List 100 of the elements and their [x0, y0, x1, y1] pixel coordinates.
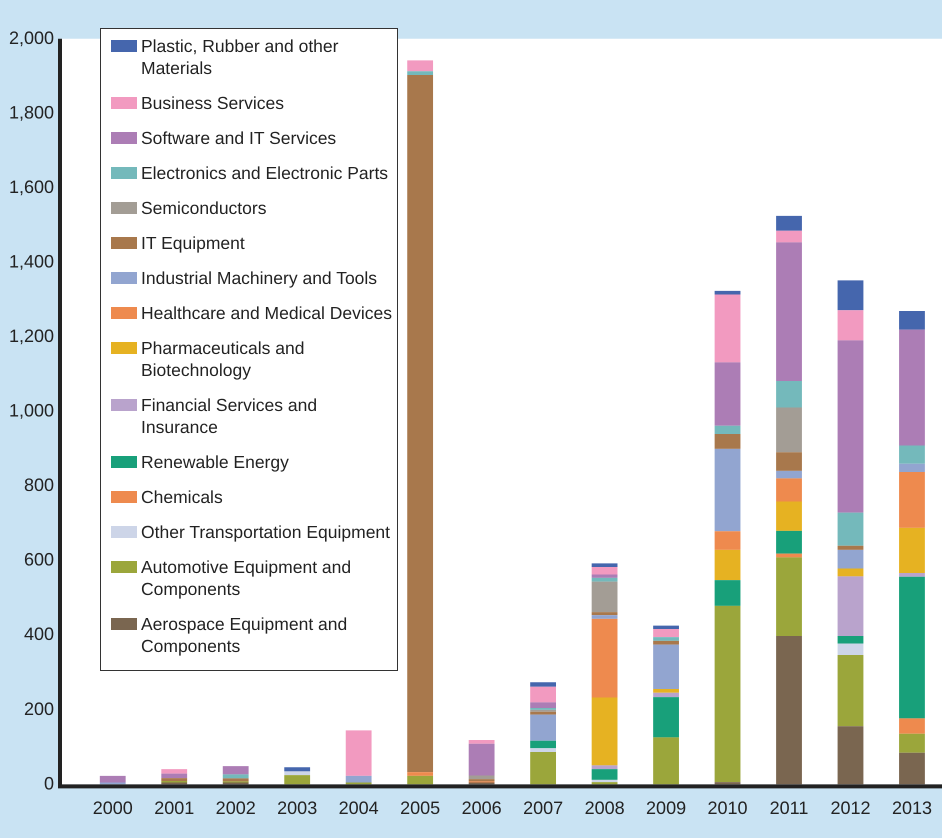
bar [100, 776, 126, 783]
bar [161, 769, 188, 774]
bar [592, 582, 618, 612]
bar [653, 697, 679, 738]
bar [776, 478, 802, 502]
legend-label: Semiconductors [141, 197, 266, 219]
bar [899, 573, 925, 577]
bar [592, 612, 618, 616]
bar [714, 448, 740, 532]
bar [714, 580, 740, 606]
bar [592, 780, 618, 782]
bar [653, 644, 679, 689]
y-tick-label: 1,200 [8, 326, 54, 346]
y-tick-label: 1,000 [8, 400, 54, 421]
legend-label: Pharmaceuticals and Biotechnology [141, 337, 306, 381]
bar [714, 550, 740, 580]
bar [714, 531, 740, 550]
bar [776, 216, 802, 231]
legend-label: Aerospace Equipment and Components [141, 613, 348, 657]
bar [468, 740, 495, 744]
bar [407, 60, 434, 72]
bar [530, 714, 556, 741]
bar [530, 686, 556, 702]
bar [838, 512, 864, 546]
bar [592, 618, 618, 698]
legend-label: Electronics and Electronic Parts [141, 162, 388, 184]
legend-label: Automotive Equipment and Components [141, 556, 352, 600]
x-tick-label: 2000 [92, 798, 133, 818]
bar [899, 310, 925, 330]
bar [530, 702, 556, 708]
x-tick-label: 2005 [400, 798, 440, 818]
bar [776, 242, 802, 382]
legend-label: Other Transportation Equipment [141, 521, 390, 543]
bar [653, 737, 679, 784]
y-tick-label: 0 [44, 773, 54, 794]
bar [530, 748, 556, 752]
bar [407, 71, 434, 75]
bar [776, 557, 802, 636]
bar [838, 655, 864, 726]
bar [530, 752, 556, 784]
x-tick-label: 2011 [770, 798, 808, 818]
bar [468, 744, 495, 776]
bar [776, 530, 802, 554]
bar [407, 74, 434, 772]
bar [530, 712, 556, 715]
bar [346, 730, 372, 776]
x-tick-label: 2006 [462, 798, 502, 818]
x-tick-label: 2004 [338, 798, 379, 818]
bar [714, 362, 740, 426]
bar [838, 636, 864, 644]
bar [592, 615, 618, 619]
bar [284, 771, 310, 776]
legend-label: Industrial Machinery and Tools [141, 267, 378, 289]
bar [161, 778, 188, 782]
bar [899, 718, 925, 734]
bar [776, 452, 802, 471]
bar [838, 310, 864, 340]
bar [776, 470, 802, 478]
y-tick-label: 800 [24, 475, 54, 496]
legend-label: Business Services [141, 92, 284, 114]
bar [776, 636, 802, 784]
bar [222, 778, 249, 782]
bar [899, 464, 925, 472]
x-tick-label: 2002 [216, 798, 256, 818]
legend-label: Financial Services and Insurance [141, 394, 318, 438]
bar [838, 576, 864, 636]
bar [407, 772, 434, 776]
x-tick-label: 2001 [154, 798, 194, 818]
bar [592, 769, 618, 780]
y-tick-label: 1,600 [8, 176, 54, 197]
y-tick-label: 2,000 [8, 28, 54, 48]
legend-label: Software and IT Services [141, 127, 336, 149]
bar [899, 330, 925, 446]
bar [346, 776, 372, 783]
bar [838, 643, 864, 656]
bar [899, 472, 925, 528]
x-tick-label: 2012 [830, 798, 871, 818]
bar [714, 290, 740, 295]
legend-label: Plastic, Rubber and other Materials [141, 35, 340, 79]
bar [838, 280, 864, 310]
x-tick-label: 2008 [584, 798, 625, 818]
bar [653, 640, 679, 645]
bar [653, 637, 679, 641]
bar [653, 626, 679, 629]
bar [592, 567, 618, 575]
bar [776, 230, 802, 242]
bar [714, 434, 740, 449]
bar [284, 775, 310, 784]
legend-label: Healthcare and Medical Devices [141, 302, 392, 324]
y-tick-label: 1,400 [8, 251, 54, 272]
bar [653, 692, 679, 698]
bar [776, 501, 802, 531]
bar [838, 726, 864, 784]
bar [714, 426, 740, 434]
legend-label: IT Equipment [141, 232, 245, 254]
bar [222, 774, 249, 778]
bar [592, 578, 618, 582]
bar [776, 554, 802, 558]
bar [776, 408, 802, 452]
bar [899, 752, 925, 784]
